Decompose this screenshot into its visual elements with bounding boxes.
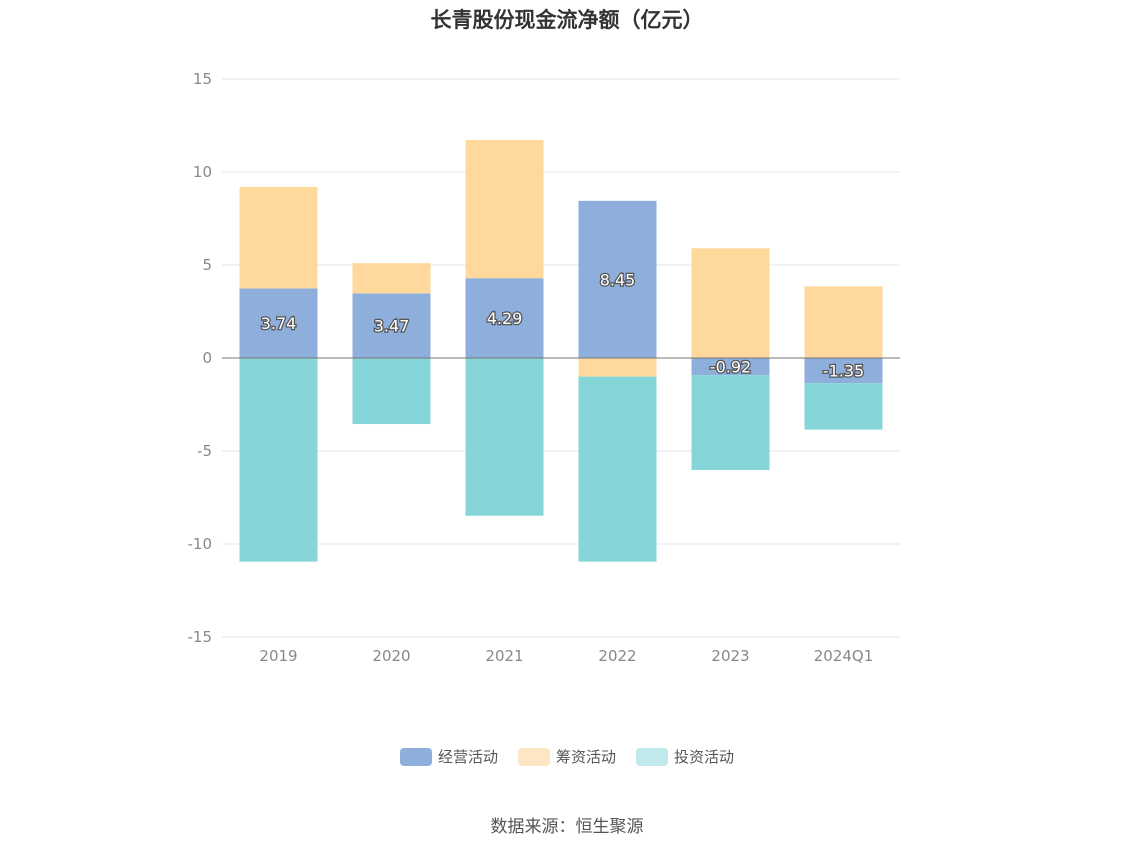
bar-2021-series-2: [465, 358, 544, 516]
data-label: 3.47: [374, 317, 410, 336]
legend-item[interactable]: 经营活动: [399, 746, 498, 767]
bar-layer: [239, 140, 883, 562]
legend-label: 经营活动: [437, 748, 498, 766]
x-tick-label: 2021: [485, 647, 523, 665]
legend-label: 投资活动: [674, 748, 735, 766]
bar-2020-series-1: [352, 263, 431, 294]
bar-2019-series-2: [239, 358, 318, 562]
bar-2024Q1-series-1: [804, 286, 883, 358]
x-tick-label: 2019: [259, 647, 297, 665]
y-tick-label: -15: [188, 628, 213, 646]
bar-2021-series-1: [465, 140, 544, 279]
data-label: -1.35: [823, 362, 864, 381]
legend: 经营活动 筹资活动 投资活动: [0, 746, 1134, 767]
bar-2022-series-1: [578, 358, 657, 377]
bar-2022-series-2: [578, 376, 657, 562]
bar-2024Q1-series-0: [804, 358, 883, 384]
y-tick-label: 5: [202, 256, 212, 274]
legend-swatch: [636, 747, 668, 766]
x-tick-label: 2022: [598, 647, 636, 665]
axis-layer: 15 10 5 0 -5 -10 -15 2019 2020 2021 2022 2023 2024Q1: [188, 70, 900, 665]
legend-label: 筹资活动: [555, 748, 616, 766]
bar-2019-series-0: [239, 288, 318, 358]
bar-2024Q1-series-2: [804, 383, 883, 430]
data-label: 4.29: [487, 309, 523, 328]
data-label: 3.74: [261, 314, 297, 333]
source-note: 数据来源：恒生聚源: [490, 817, 644, 837]
y-tick-label: 15: [193, 70, 212, 88]
legend-swatch: [399, 747, 432, 766]
data-label: 8.45: [600, 270, 636, 289]
y-tick-label: -10: [188, 535, 213, 553]
bar-2023-series-0: [691, 358, 770, 376]
legend-item[interactable]: 投资活动: [636, 746, 734, 767]
label-layer: 3.74 3.47 4.29 8.45 -0.92 -1.35: [259, 269, 865, 382]
bar-2021-series-0: [465, 278, 544, 358]
bar-2019-series-1: [239, 186, 318, 289]
bar-2023-series-1: [691, 248, 770, 358]
data-label: -0.92: [710, 358, 751, 377]
x-tick-label: 2024Q1: [814, 647, 874, 665]
x-tick-label: 2023: [711, 647, 749, 665]
legend-item[interactable]: 筹资活动: [517, 746, 616, 767]
chart-title: 长青股份现金流净额（亿元）: [430, 8, 704, 32]
bar-2020-series-0: [352, 293, 431, 358]
legend-swatch: [517, 747, 550, 766]
y-tick-label: 0: [202, 349, 212, 367]
bar-2023-series-2: [691, 375, 770, 470]
y-tick-label: 10: [193, 163, 212, 181]
bar-2022-series-0: [578, 200, 657, 358]
y-tick-label: -5: [197, 442, 212, 460]
x-tick-label: 2020: [372, 647, 410, 665]
bar-2020-series-2: [352, 358, 431, 425]
